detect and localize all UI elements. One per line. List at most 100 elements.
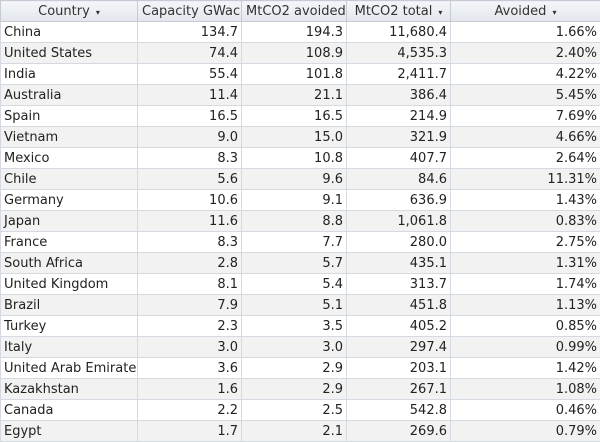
value-cell[interactable]: 2.9: [242, 379, 347, 400]
value-cell[interactable]: 16.5: [242, 106, 347, 127]
value-cell[interactable]: 267.1: [347, 379, 451, 400]
country-cell[interactable]: United Kingdom: [1, 274, 138, 295]
country-cell[interactable]: Canada: [1, 400, 138, 421]
country-cell[interactable]: Turkey: [1, 316, 138, 337]
value-cell[interactable]: 5.6: [138, 169, 242, 190]
value-cell[interactable]: 1.7: [138, 421, 242, 442]
value-cell[interactable]: 10.8: [242, 148, 347, 169]
value-cell[interactable]: 451.8: [347, 295, 451, 316]
column-header-mtco2-total[interactable]: MtCO2 total▾: [347, 1, 451, 22]
value-cell[interactable]: 1.74%: [451, 274, 600, 295]
value-cell[interactable]: 1.31%: [451, 253, 600, 274]
value-cell[interactable]: 9.6: [242, 169, 347, 190]
column-header-mtco2-avoided[interactable]: MtCO2 avoided▾↓: [242, 1, 347, 22]
value-cell[interactable]: 4.66%: [451, 127, 600, 148]
dropdown-arrow-icon[interactable]: ▾: [552, 8, 556, 17]
value-cell[interactable]: 297.4: [347, 337, 451, 358]
country-cell[interactable]: United States: [1, 43, 138, 64]
value-cell[interactable]: 11,680.4: [347, 22, 451, 43]
value-cell[interactable]: 11.4: [138, 85, 242, 106]
value-cell[interactable]: 21.1: [242, 85, 347, 106]
column-header-avoided[interactable]: Avoided▾: [451, 1, 600, 22]
country-cell[interactable]: Spain: [1, 106, 138, 127]
value-cell[interactable]: 313.7: [347, 274, 451, 295]
value-cell[interactable]: 16.5: [138, 106, 242, 127]
value-cell[interactable]: 269.6: [347, 421, 451, 442]
value-cell[interactable]: 2.40%: [451, 43, 600, 64]
value-cell[interactable]: 15.0: [242, 127, 347, 148]
value-cell[interactable]: 435.1: [347, 253, 451, 274]
value-cell[interactable]: 1.43%: [451, 190, 600, 211]
value-cell[interactable]: 1.42%: [451, 358, 600, 379]
value-cell[interactable]: 386.4: [347, 85, 451, 106]
value-cell[interactable]: 11.31%: [451, 169, 600, 190]
value-cell[interactable]: 1.66%: [451, 22, 600, 43]
value-cell[interactable]: 2.9: [242, 358, 347, 379]
value-cell[interactable]: 1.6: [138, 379, 242, 400]
value-cell[interactable]: 2.5: [242, 400, 347, 421]
value-cell[interactable]: 5.7: [242, 253, 347, 274]
country-cell[interactable]: United Arab Emirates: [1, 358, 138, 379]
value-cell[interactable]: 84.6: [347, 169, 451, 190]
value-cell[interactable]: 4.22%: [451, 64, 600, 85]
value-cell[interactable]: 3.0: [138, 337, 242, 358]
dropdown-arrow-icon[interactable]: ▾: [96, 8, 100, 17]
value-cell[interactable]: 407.7: [347, 148, 451, 169]
value-cell[interactable]: 9.1: [242, 190, 347, 211]
country-cell[interactable]: Chile: [1, 169, 138, 190]
value-cell[interactable]: 7.9: [138, 295, 242, 316]
value-cell[interactable]: 10.6: [138, 190, 242, 211]
value-cell[interactable]: 203.1: [347, 358, 451, 379]
value-cell[interactable]: 0.79%: [451, 421, 600, 442]
country-cell[interactable]: Egypt: [1, 421, 138, 442]
value-cell[interactable]: 2.64%: [451, 148, 600, 169]
value-cell[interactable]: 11.6: [138, 211, 242, 232]
value-cell[interactable]: 108.9: [242, 43, 347, 64]
value-cell[interactable]: 7.69%: [451, 106, 600, 127]
country-cell[interactable]: Germany: [1, 190, 138, 211]
value-cell[interactable]: 0.83%: [451, 211, 600, 232]
value-cell[interactable]: 1,061.8: [347, 211, 451, 232]
value-cell[interactable]: 280.0: [347, 232, 451, 253]
value-cell[interactable]: 2.2: [138, 400, 242, 421]
value-cell[interactable]: 321.9: [347, 127, 451, 148]
value-cell[interactable]: 2.75%: [451, 232, 600, 253]
value-cell[interactable]: 0.46%: [451, 400, 600, 421]
value-cell[interactable]: 8.8: [242, 211, 347, 232]
country-cell[interactable]: Brazil: [1, 295, 138, 316]
value-cell[interactable]: 2.1: [242, 421, 347, 442]
value-cell[interactable]: 0.99%: [451, 337, 600, 358]
value-cell[interactable]: 8.3: [138, 232, 242, 253]
country-cell[interactable]: South Africa: [1, 253, 138, 274]
country-cell[interactable]: Australia: [1, 85, 138, 106]
value-cell[interactable]: 405.2: [347, 316, 451, 337]
country-cell[interactable]: Kazakhstan: [1, 379, 138, 400]
value-cell[interactable]: 74.4: [138, 43, 242, 64]
value-cell[interactable]: 636.9: [347, 190, 451, 211]
value-cell[interactable]: 542.8: [347, 400, 451, 421]
column-header-capacity-gwac[interactable]: Capacity GWac▾: [138, 1, 242, 22]
value-cell[interactable]: 2,411.7: [347, 64, 451, 85]
dropdown-arrow-icon[interactable]: ▾: [438, 8, 442, 17]
value-cell[interactable]: 8.1: [138, 274, 242, 295]
value-cell[interactable]: 5.4: [242, 274, 347, 295]
value-cell[interactable]: 8.3: [138, 148, 242, 169]
column-header-country[interactable]: Country▾: [1, 1, 138, 22]
